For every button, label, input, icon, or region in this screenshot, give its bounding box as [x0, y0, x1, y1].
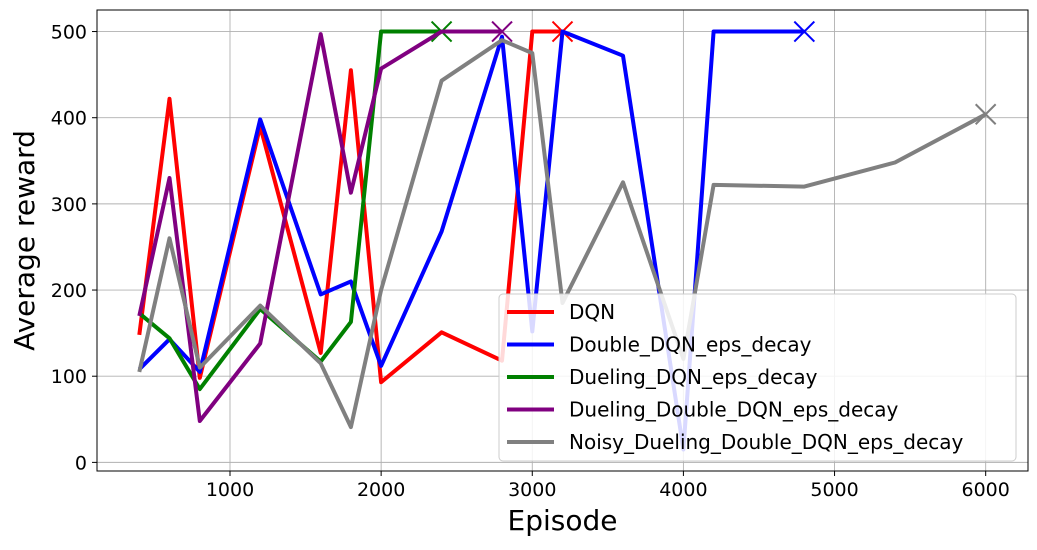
- series-line: [137, 38, 987, 430]
- x-tick-label: 5000: [810, 479, 858, 501]
- axis-ticks: 1000 2000 3000 4000 5000 6000 0 100 200 300 400 500: [51, 22, 1010, 501]
- y-tick-label: 100: [51, 366, 87, 388]
- series-line: [137, 29, 502, 423]
- series-line: [137, 29, 563, 385]
- x-tick-label: 3000: [508, 479, 556, 501]
- y-tick-label: 0: [75, 452, 87, 474]
- end-x-marker: [974, 103, 997, 125]
- legend-label: Double_DQN_eps_decay: [569, 333, 812, 357]
- legend-label: Noisy_Dueling_Double_DQN_eps_decay: [569, 430, 964, 454]
- legend: DQN Double_DQN_eps_decay Dueling_DQN_eps_d…: [498, 293, 1017, 462]
- y-axis-label: Average reward: [8, 130, 41, 351]
- legend-label: Dueling_Double_DQN_eps_decay: [569, 398, 899, 422]
- y-tick-label: 200: [51, 280, 87, 302]
- y-tick-label: 400: [51, 108, 87, 130]
- x-tick-label: 1000: [206, 479, 254, 501]
- plot-frame: [96, 9, 1029, 472]
- legend-item: Noisy_Dueling_Double_DQN_eps_decay: [507, 430, 964, 454]
- series-noisy-dueling-double-dqn-eps-decay: [137, 38, 997, 430]
- series-lines: [137, 20, 997, 452]
- x-tick-label: 4000: [659, 479, 707, 501]
- legend-item: Dueling_Double_DQN_eps_decay: [507, 398, 899, 422]
- legend-box: [498, 293, 1017, 462]
- legend-label: DQN: [569, 300, 615, 324]
- y-tick-label: 300: [51, 194, 87, 216]
- legend-item: Dueling_DQN_eps_decay: [507, 365, 818, 389]
- legend-item: Double_DQN_eps_decay: [507, 333, 812, 357]
- x-tick-label: 6000: [962, 479, 1010, 501]
- x-tick-label: 2000: [357, 479, 405, 501]
- legend-label: Dueling_DQN_eps_decay: [569, 365, 818, 389]
- end-x-marker: [793, 20, 816, 43]
- x-axis-label: Episode: [508, 504, 618, 537]
- y-tick-label: 500: [51, 22, 87, 44]
- end-x-marker: [491, 20, 513, 43]
- legend-item: DQN: [507, 300, 615, 324]
- series-dueling-double-dqn-eps-decay: [137, 20, 513, 423]
